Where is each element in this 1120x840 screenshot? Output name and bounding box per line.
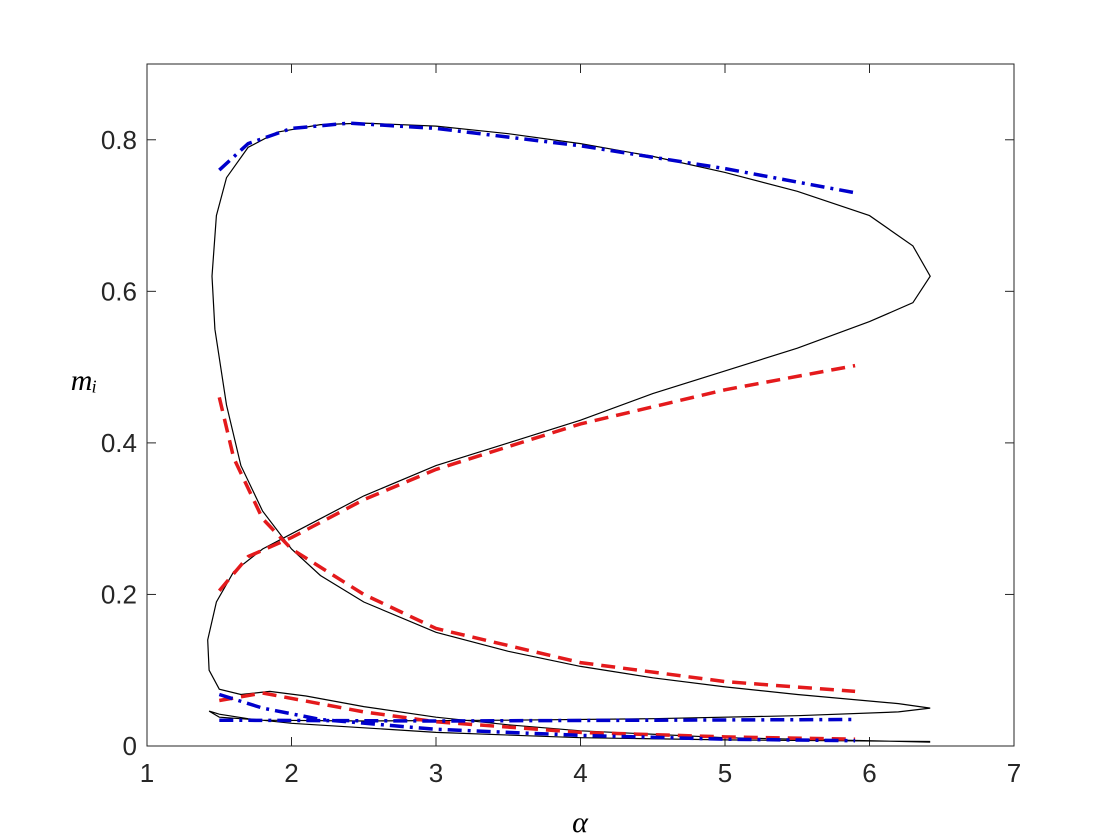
x-tick-label: 2 <box>284 758 298 788</box>
y-axis-label: mᵢ <box>71 364 97 397</box>
x-tick-label: 7 <box>1007 758 1021 788</box>
series-line <box>207 122 931 743</box>
y-tick-label: 0.6 <box>101 276 137 306</box>
y-tick-label: 0.8 <box>101 125 137 155</box>
plot-area <box>146 63 1015 747</box>
y-tick-label: 0 <box>123 731 137 761</box>
y-tick-label: 0.2 <box>101 579 137 609</box>
x-tick-label: 6 <box>862 758 876 788</box>
x-tick-label: 1 <box>140 758 154 788</box>
x-tick-label: 3 <box>429 758 443 788</box>
y-tick-label: 0.4 <box>101 428 137 458</box>
x-tick-label: 4 <box>573 758 587 788</box>
series-line <box>218 121 856 743</box>
x-axis-label: α <box>572 806 589 839</box>
x-tick-label: 5 <box>718 758 732 788</box>
series-line <box>217 363 856 741</box>
